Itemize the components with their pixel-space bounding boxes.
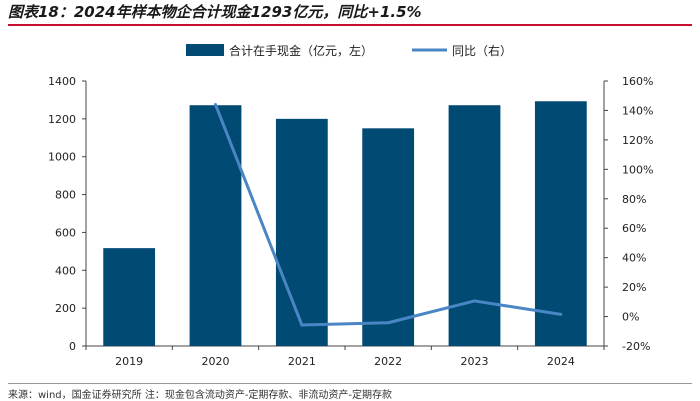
bar (275, 118, 328, 346)
x-tick-label: 2021 (288, 355, 316, 368)
bar (534, 101, 587, 346)
yoy-point (214, 103, 217, 107)
source-note: 来源：wind，国金证券研究所 注：现金包含流动资产-定期存款、非流动资产-定期… (8, 390, 393, 401)
right-tick-label: 60% (622, 222, 646, 235)
bar (103, 248, 156, 346)
title-rule (8, 24, 692, 26)
yoy-point (559, 312, 563, 316)
legend-bar-swatch (186, 44, 224, 56)
bar (362, 128, 415, 346)
left-tick-label: 1000 (48, 151, 76, 164)
right-tick-label: 20% (622, 281, 646, 294)
right-tick-label: 120% (622, 134, 653, 147)
right-tick-label: 40% (622, 252, 646, 265)
right-tick-label: 160% (622, 75, 653, 88)
yoy-point (300, 323, 304, 327)
x-tick-label: 2020 (202, 355, 230, 368)
yoy-point (386, 321, 390, 325)
x-tick-label: 2024 (547, 355, 575, 368)
left-tick-label: 400 (55, 264, 76, 277)
chart: 0 200 400 600 800 1000 1200 1400 -20% 0% 20% 40% 60%… (48, 43, 653, 368)
left-tick-label: 0 (69, 340, 76, 353)
legend-line-label: 同比（右） (452, 43, 512, 58)
right-tick-label: 0% (622, 311, 639, 324)
chart-title: 图表18：2024年样本物企合计现金1293亿元，同比+1.5% (8, 3, 422, 21)
left-tick-label: 1400 (48, 75, 76, 88)
footer-rule (8, 383, 692, 384)
x-tick-label: 2023 (461, 355, 489, 368)
right-tick-label: 140% (622, 104, 653, 117)
yoy-point (473, 299, 476, 303)
left-tick-label: 1200 (48, 113, 76, 126)
x-tick-label: 2022 (374, 355, 402, 368)
bar (189, 105, 242, 346)
legend-bar-label: 合计在手现金（亿元，左） (229, 43, 373, 58)
right-tick-label: 100% (622, 163, 653, 176)
right-tick-label: 80% (622, 193, 646, 206)
left-tick-label: 800 (55, 189, 76, 202)
x-tick-label: 2019 (115, 355, 143, 368)
right-tick-label: -20% (622, 340, 650, 353)
left-tick-label: 600 (55, 226, 76, 239)
bar (448, 105, 501, 346)
left-tick-label: 200 (55, 302, 76, 315)
